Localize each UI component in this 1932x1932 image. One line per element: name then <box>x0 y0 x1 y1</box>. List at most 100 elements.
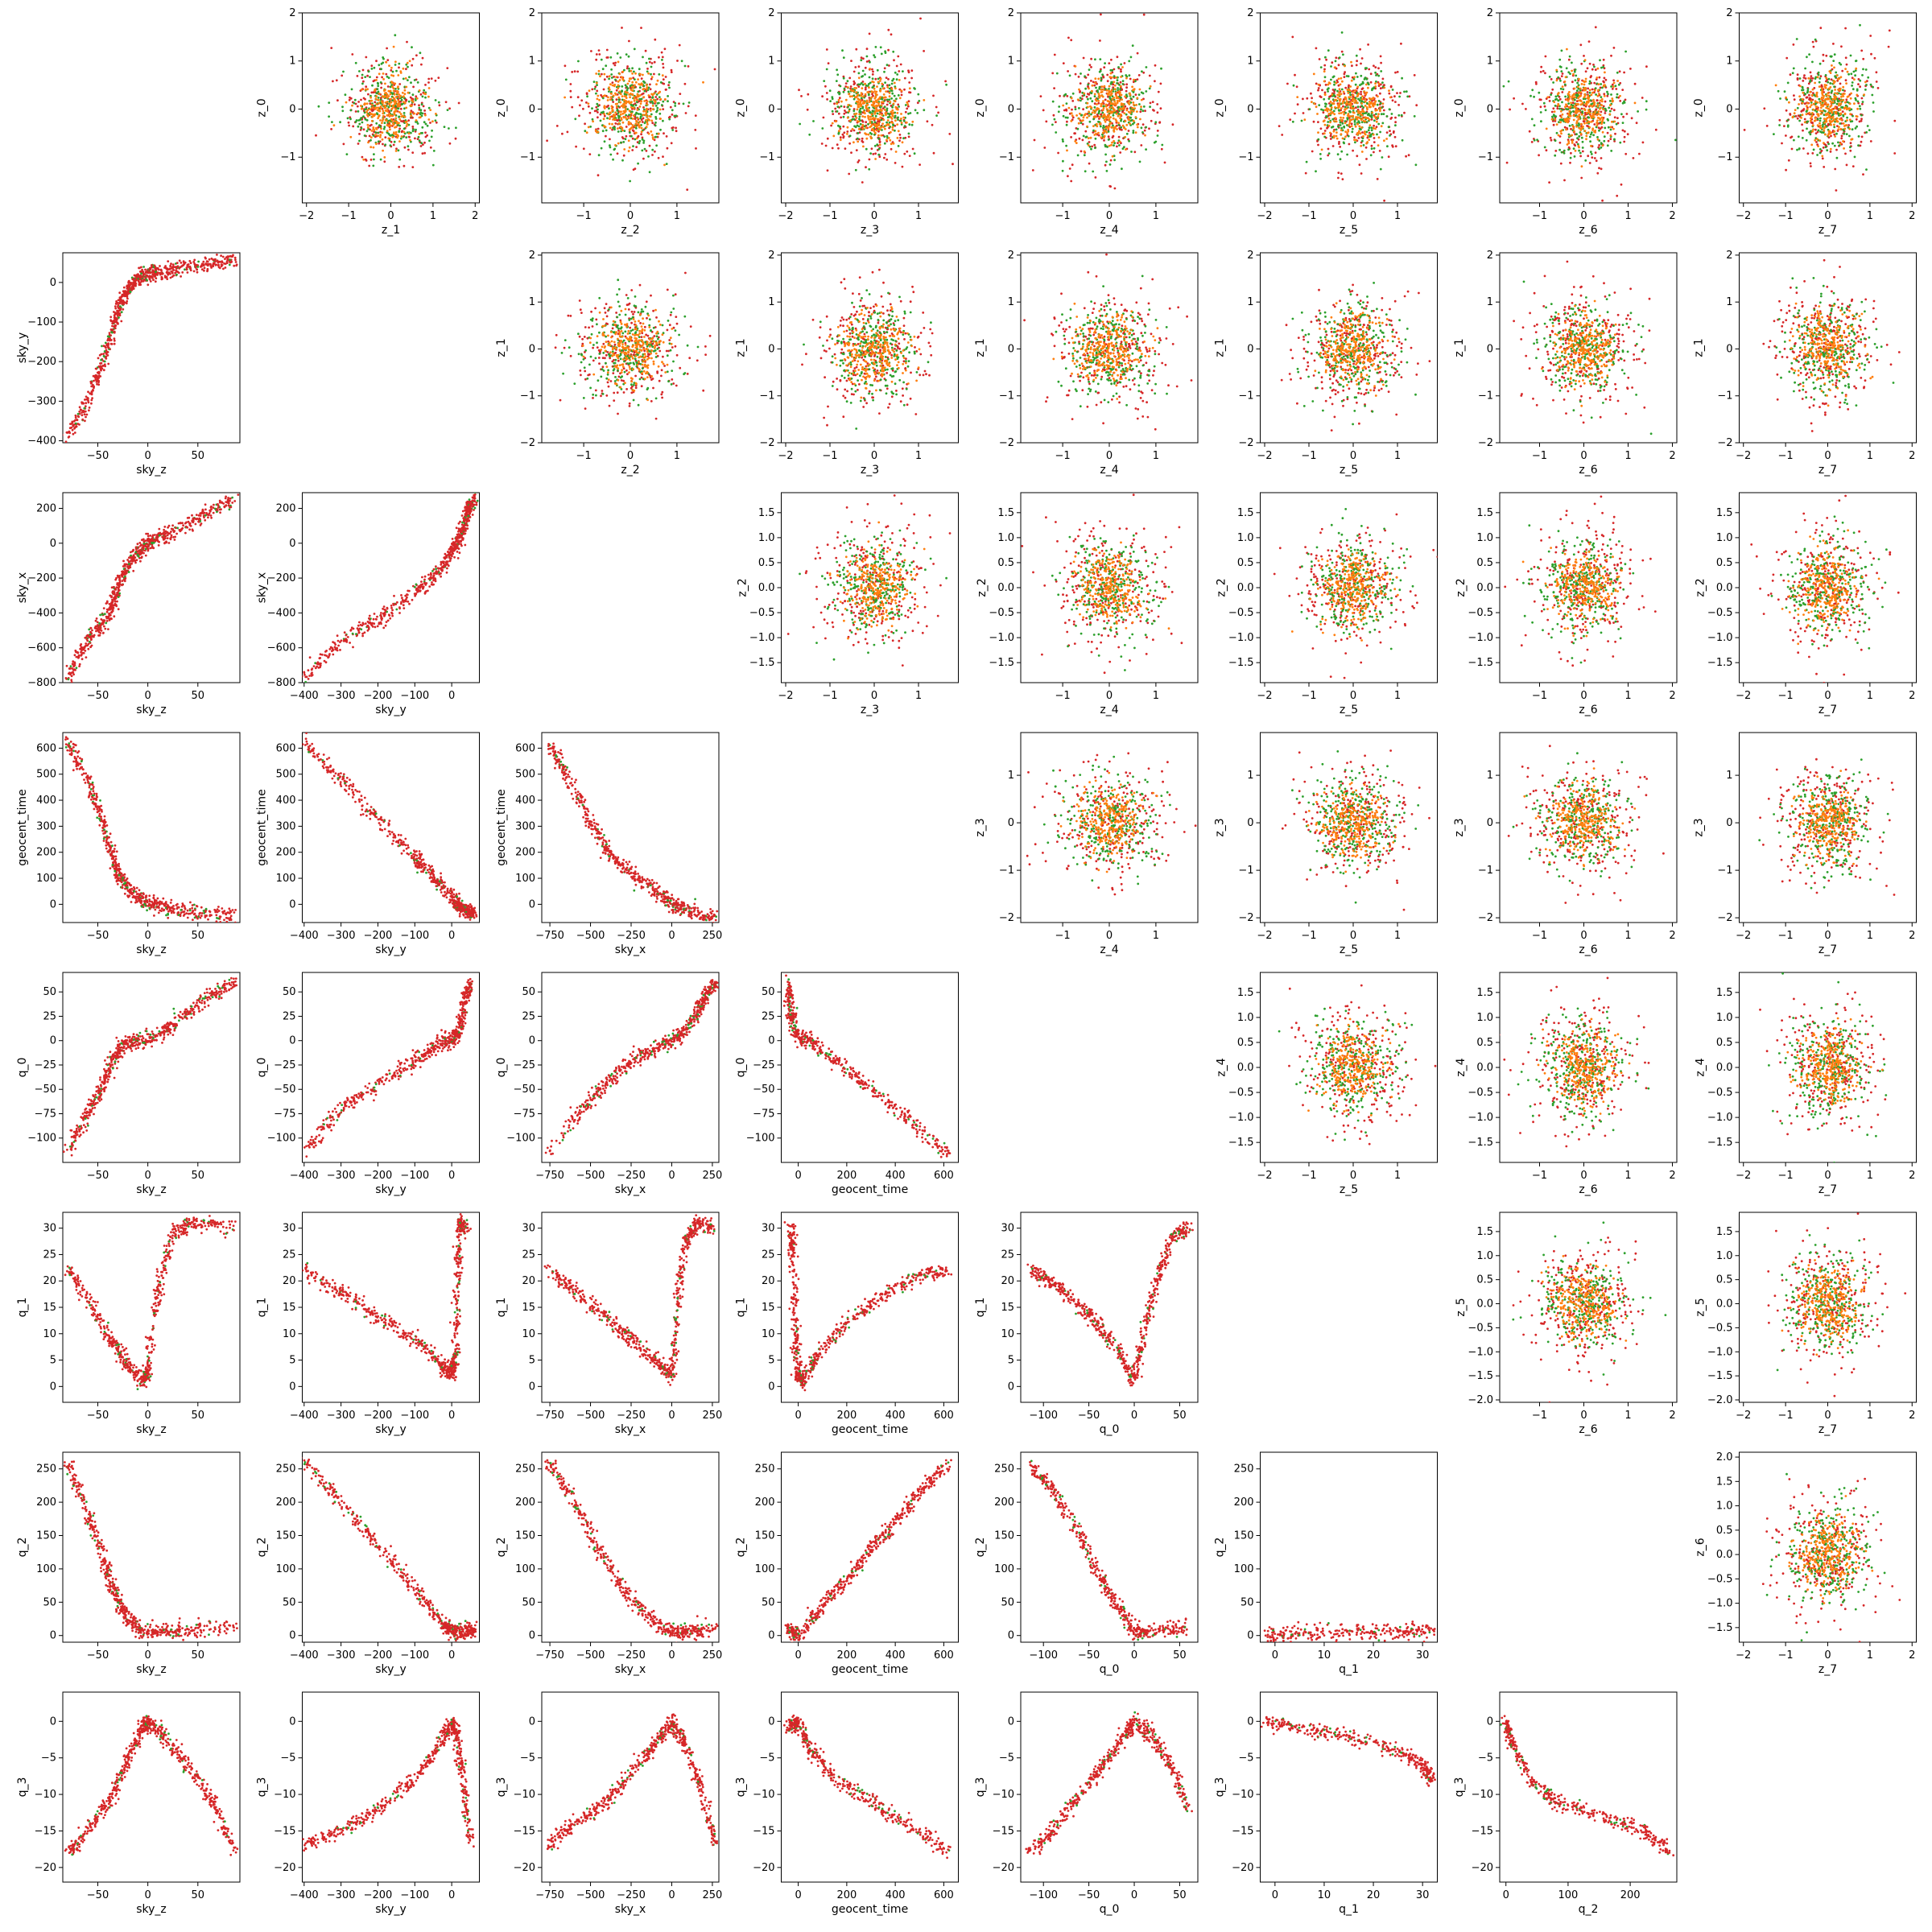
scatter-point <box>152 547 155 550</box>
scatter-point <box>625 869 628 872</box>
scatter-point <box>452 893 456 896</box>
scatter-point <box>216 510 218 514</box>
scatter-point <box>599 857 602 859</box>
scatter-point <box>162 1030 165 1034</box>
scatter-point <box>670 897 673 900</box>
scatter-point <box>633 889 636 892</box>
scatter-point <box>679 906 683 910</box>
scatter-point <box>669 899 672 902</box>
scatter-point <box>131 1042 134 1045</box>
scatter-point <box>158 268 160 271</box>
scatter-point <box>312 1146 316 1149</box>
scatter-point <box>614 862 617 865</box>
scatter-point <box>237 493 240 496</box>
scatter-point <box>147 283 150 287</box>
scatter-point <box>164 266 167 270</box>
scatter-point <box>368 617 370 620</box>
panel-sky_x-vs-sky_y: −400 −300 −200 −100 0−800−600−400−2000200sky… <box>256 492 480 716</box>
scatter-point <box>118 592 122 595</box>
scatter-point <box>693 908 696 911</box>
x-tick-label: −50 <box>87 450 109 462</box>
scatter-point <box>200 522 203 525</box>
scatter-point <box>220 992 223 995</box>
scatter-point <box>677 909 679 912</box>
scatter-point <box>163 1036 166 1039</box>
scatter-point <box>703 919 705 922</box>
scatter-point <box>167 542 171 544</box>
y-tick-label: 200 <box>36 847 56 859</box>
scatter-point <box>110 331 114 333</box>
scatter-point <box>134 283 138 285</box>
scatter-point <box>221 264 224 266</box>
scatter-point <box>181 1013 184 1016</box>
scatter-point <box>128 556 130 559</box>
scatter-point <box>180 527 184 530</box>
y-tick-label: −75 <box>35 1108 56 1120</box>
scatter-point <box>221 255 225 258</box>
scatter-point <box>416 871 419 874</box>
scatter-point <box>134 1047 138 1051</box>
scatter-point <box>175 532 179 535</box>
scatter-point <box>113 316 116 319</box>
scatter-point <box>124 576 127 580</box>
scatter-point <box>85 638 89 641</box>
scatter-point <box>416 1049 419 1052</box>
y-tick-label: 0 <box>289 898 295 910</box>
scatter-point <box>126 299 129 303</box>
x-tick-label: −200 <box>364 690 393 702</box>
scatter-point <box>451 551 454 554</box>
scatter-point <box>70 749 73 752</box>
scatter-point <box>91 1107 94 1110</box>
y-tick-label: 200 <box>276 847 296 859</box>
scatter-point <box>121 300 124 303</box>
scatter-point <box>199 995 202 998</box>
scatter-point <box>564 765 567 768</box>
scatter-point <box>314 1137 317 1141</box>
scatter-point <box>235 264 237 267</box>
scatter-point <box>557 751 559 753</box>
scatter-point <box>373 613 376 615</box>
scatter-point <box>203 516 205 519</box>
scatter-point <box>138 270 142 273</box>
scatter-point <box>170 262 172 266</box>
scatter-point <box>427 864 431 867</box>
scatter-point <box>411 1057 414 1060</box>
scatter-point <box>447 1049 449 1052</box>
scatter-point <box>199 520 202 522</box>
scatter-point <box>471 499 474 502</box>
scatter-point <box>219 511 221 514</box>
scatter-point <box>308 675 311 677</box>
scatter-point <box>92 386 95 389</box>
scatter-point <box>308 750 310 753</box>
scatter-point <box>374 1083 378 1086</box>
scatter-point <box>95 1096 98 1099</box>
scatter-point <box>170 910 173 912</box>
scatter-point <box>216 908 219 911</box>
scatter-point <box>111 598 114 601</box>
scatter-point <box>603 845 605 848</box>
scatter-point <box>185 521 188 524</box>
scatter-point <box>109 611 113 614</box>
scatter-point <box>150 906 153 909</box>
y-tick-label: −100 <box>27 316 56 328</box>
scatter-point <box>94 619 97 622</box>
scatter-point <box>331 1116 334 1119</box>
scatter-point <box>660 895 663 898</box>
scatter-point <box>384 624 387 627</box>
scatter-point <box>361 1092 365 1096</box>
y-tick-label: 50 <box>43 986 56 998</box>
scatter-point <box>80 414 84 417</box>
scatter-point <box>352 782 355 786</box>
y-tick-label: 300 <box>515 820 535 832</box>
scatter-point <box>180 909 183 911</box>
scatter-point <box>233 977 235 980</box>
axes-frame <box>62 252 241 444</box>
scatter-point <box>89 380 93 383</box>
scatter-point <box>120 1049 123 1052</box>
scatter-point <box>302 675 303 678</box>
scatter-point <box>420 870 423 873</box>
scatter-point <box>107 617 110 619</box>
scatter-point <box>64 440 68 443</box>
scatter-point <box>168 532 171 535</box>
scatter-point <box>70 675 73 678</box>
